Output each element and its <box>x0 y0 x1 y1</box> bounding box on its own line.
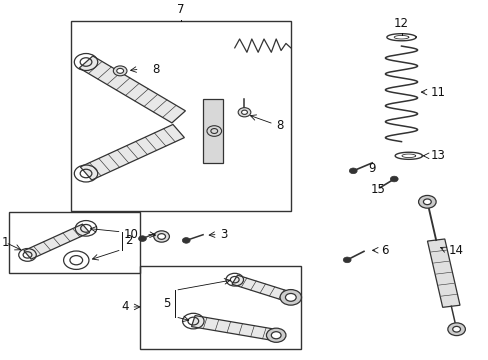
Circle shape <box>240 110 248 116</box>
Text: 11: 11 <box>430 86 445 99</box>
Text: 12: 12 <box>393 17 408 30</box>
Text: 8: 8 <box>276 118 283 131</box>
Text: 3: 3 <box>220 228 227 241</box>
Text: 2: 2 <box>125 234 132 247</box>
Circle shape <box>113 66 127 76</box>
Polygon shape <box>191 316 277 341</box>
Polygon shape <box>79 56 185 123</box>
Polygon shape <box>427 239 459 307</box>
Text: 5: 5 <box>163 297 170 310</box>
Circle shape <box>452 327 460 332</box>
Bar <box>9 212 140 273</box>
Text: 14: 14 <box>447 244 462 257</box>
Text: 15: 15 <box>370 184 385 197</box>
Bar <box>140 266 300 349</box>
Text: 10: 10 <box>123 228 138 241</box>
Circle shape <box>241 110 247 114</box>
Text: 7: 7 <box>177 3 184 16</box>
Circle shape <box>423 199 430 204</box>
Circle shape <box>138 236 146 242</box>
Circle shape <box>117 68 123 73</box>
Circle shape <box>182 238 190 243</box>
Bar <box>71 21 290 211</box>
Circle shape <box>389 176 397 182</box>
Circle shape <box>343 257 350 263</box>
Circle shape <box>271 332 281 339</box>
Text: 8: 8 <box>152 63 159 76</box>
Circle shape <box>266 328 285 342</box>
Circle shape <box>447 323 465 336</box>
Circle shape <box>348 168 356 174</box>
Circle shape <box>418 195 435 208</box>
Polygon shape <box>231 275 293 302</box>
Circle shape <box>158 234 165 239</box>
Circle shape <box>154 231 169 242</box>
Circle shape <box>285 293 296 301</box>
Polygon shape <box>24 224 89 259</box>
Text: 9: 9 <box>368 162 375 175</box>
Circle shape <box>280 289 301 305</box>
Text: 6: 6 <box>380 244 388 257</box>
Text: 13: 13 <box>430 149 445 162</box>
Bar <box>203 99 222 163</box>
Circle shape <box>238 108 250 117</box>
Polygon shape <box>80 125 184 180</box>
Text: 1: 1 <box>1 236 9 249</box>
Text: 4: 4 <box>121 301 129 314</box>
